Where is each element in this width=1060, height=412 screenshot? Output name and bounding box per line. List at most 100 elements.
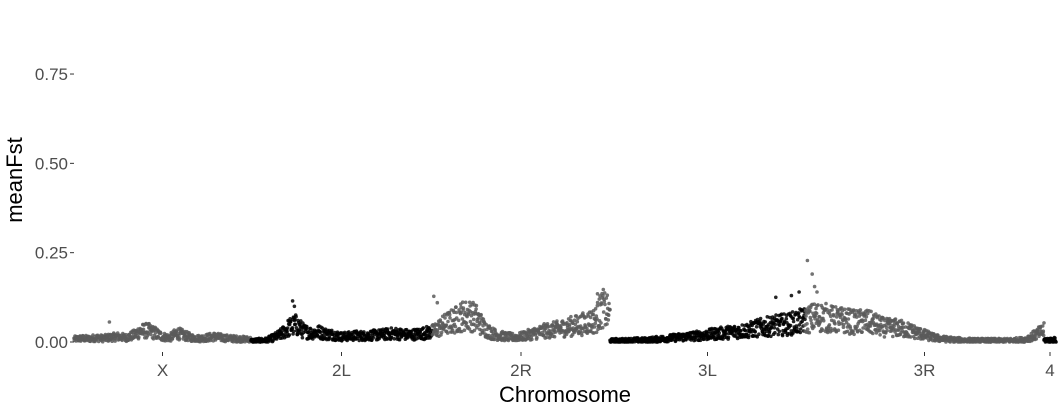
data-point bbox=[846, 317, 851, 321]
data-point bbox=[535, 335, 539, 340]
data-point bbox=[768, 315, 772, 320]
data-point bbox=[311, 337, 315, 341]
data-point bbox=[454, 310, 459, 315]
data-point bbox=[463, 310, 467, 315]
data-point bbox=[461, 306, 466, 310]
data-point bbox=[790, 310, 795, 314]
data-point bbox=[737, 325, 741, 330]
data-point bbox=[758, 316, 763, 321]
data-point bbox=[421, 326, 426, 330]
data-point bbox=[193, 335, 197, 339]
data-point bbox=[591, 312, 596, 317]
data-point bbox=[753, 330, 757, 334]
data-point bbox=[397, 337, 402, 342]
data-point bbox=[328, 336, 332, 340]
data-point bbox=[804, 314, 808, 318]
data-point bbox=[471, 317, 476, 322]
data-point bbox=[812, 324, 816, 329]
data-point bbox=[287, 322, 292, 327]
data-point bbox=[450, 328, 455, 333]
data-point bbox=[477, 316, 481, 320]
outlier-point bbox=[810, 272, 814, 276]
data-point bbox=[1053, 336, 1057, 340]
x-tick-label: 4 bbox=[1045, 361, 1054, 380]
data-point bbox=[467, 327, 472, 331]
data-point bbox=[724, 332, 728, 336]
data-point bbox=[868, 324, 873, 328]
data-point bbox=[510, 331, 515, 336]
x-tick-label: 3R bbox=[914, 361, 936, 380]
outlier-point bbox=[597, 297, 602, 301]
data-point bbox=[807, 330, 812, 335]
data-point bbox=[606, 318, 611, 322]
x-axis-title: Chromosome bbox=[499, 382, 631, 407]
data-point bbox=[901, 321, 906, 325]
data-point bbox=[602, 291, 607, 295]
data-point bbox=[797, 323, 802, 327]
data-point bbox=[841, 325, 846, 330]
data-point bbox=[827, 323, 832, 327]
data-point bbox=[459, 310, 464, 315]
data-point bbox=[777, 323, 782, 328]
data-point bbox=[834, 315, 839, 319]
data-point bbox=[601, 287, 606, 292]
data-point bbox=[796, 311, 801, 315]
data-point bbox=[772, 326, 777, 330]
data-point bbox=[285, 326, 290, 330]
data-point bbox=[877, 314, 881, 318]
y-axis-title: meanFst bbox=[2, 137, 27, 223]
data-point bbox=[1034, 337, 1039, 341]
data-point bbox=[825, 307, 829, 312]
data-point bbox=[831, 314, 836, 318]
data-point bbox=[448, 316, 452, 320]
data-point bbox=[813, 317, 817, 321]
data-point bbox=[569, 314, 573, 319]
data-point bbox=[863, 318, 868, 323]
outlier-point bbox=[797, 290, 801, 294]
data-point bbox=[918, 327, 923, 331]
data-point bbox=[764, 329, 769, 334]
data-point bbox=[1041, 333, 1046, 338]
data-point bbox=[318, 330, 323, 335]
data-point bbox=[180, 327, 184, 332]
data-point bbox=[851, 329, 855, 333]
data-point bbox=[821, 318, 826, 323]
data-point bbox=[594, 330, 599, 335]
data-point bbox=[186, 338, 190, 343]
data-point bbox=[389, 335, 394, 340]
data-point bbox=[607, 301, 611, 306]
data-point bbox=[444, 323, 449, 327]
data-point bbox=[432, 332, 436, 336]
data-point bbox=[757, 332, 761, 337]
outlier-point bbox=[435, 300, 440, 305]
data-point bbox=[490, 329, 494, 334]
data-point bbox=[774, 313, 778, 317]
data-point bbox=[851, 308, 856, 312]
data-point bbox=[814, 311, 819, 316]
data-point bbox=[389, 326, 394, 330]
data-point bbox=[330, 328, 334, 333]
data-point bbox=[443, 316, 447, 320]
data-point bbox=[457, 326, 462, 331]
data-point bbox=[436, 330, 440, 335]
data-point bbox=[864, 314, 869, 319]
data-point bbox=[754, 325, 759, 329]
data-point bbox=[595, 300, 600, 305]
data-point bbox=[567, 324, 572, 328]
data-point bbox=[300, 335, 305, 340]
data-point bbox=[808, 309, 812, 314]
y-tick-label: 0.50 bbox=[35, 154, 68, 173]
data-point bbox=[600, 325, 605, 330]
outlier-point bbox=[107, 320, 112, 324]
data-point bbox=[763, 320, 768, 324]
data-point bbox=[776, 332, 781, 337]
data-point bbox=[773, 322, 778, 327]
data-point bbox=[791, 319, 796, 324]
data-point bbox=[603, 302, 607, 307]
data-point bbox=[893, 317, 898, 321]
outlier-point bbox=[789, 293, 794, 298]
data-point bbox=[882, 335, 887, 339]
data-point bbox=[805, 327, 810, 332]
data-point bbox=[843, 318, 848, 322]
data-point bbox=[605, 293, 610, 298]
